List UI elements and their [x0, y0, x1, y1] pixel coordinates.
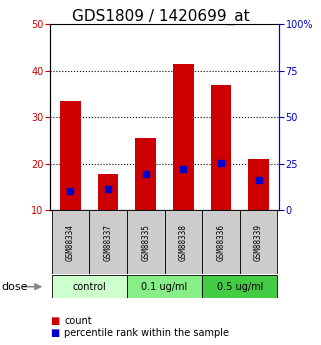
Text: GSM88334: GSM88334	[66, 224, 75, 261]
Bar	[89, 210, 127, 274]
Point	[181, 167, 186, 172]
Bar	[98, 174, 118, 210]
Bar	[202, 275, 277, 298]
Bar	[52, 275, 127, 298]
Point	[143, 171, 148, 177]
Bar	[211, 85, 231, 210]
Text: GSM88338: GSM88338	[179, 224, 188, 261]
Point	[256, 177, 261, 183]
Text: dose: dose	[2, 282, 28, 292]
Bar	[52, 210, 89, 274]
Point	[106, 186, 111, 192]
Bar	[202, 210, 240, 274]
Bar	[248, 159, 269, 210]
Text: GSM88339: GSM88339	[254, 224, 263, 261]
Bar	[135, 138, 156, 210]
Text: count: count	[64, 316, 92, 326]
Bar	[164, 210, 202, 274]
Text: GDS1809 / 1420699_at: GDS1809 / 1420699_at	[72, 9, 249, 25]
Bar	[173, 64, 194, 210]
Text: GSM88337: GSM88337	[104, 224, 113, 261]
Text: ■: ■	[50, 316, 59, 326]
Text: 0.1 ug/ml: 0.1 ug/ml	[141, 282, 188, 292]
Bar	[127, 210, 164, 274]
Bar	[127, 275, 202, 298]
Point	[218, 160, 223, 166]
Bar	[60, 101, 81, 210]
Text: 0.5 ug/ml: 0.5 ug/ml	[217, 282, 263, 292]
Text: percentile rank within the sample: percentile rank within the sample	[64, 328, 229, 338]
Bar	[240, 210, 277, 274]
Text: control: control	[73, 282, 106, 292]
Text: GSM88335: GSM88335	[141, 224, 150, 261]
Text: GSM88336: GSM88336	[216, 224, 225, 261]
Text: ■: ■	[50, 328, 59, 338]
Point	[68, 188, 73, 194]
